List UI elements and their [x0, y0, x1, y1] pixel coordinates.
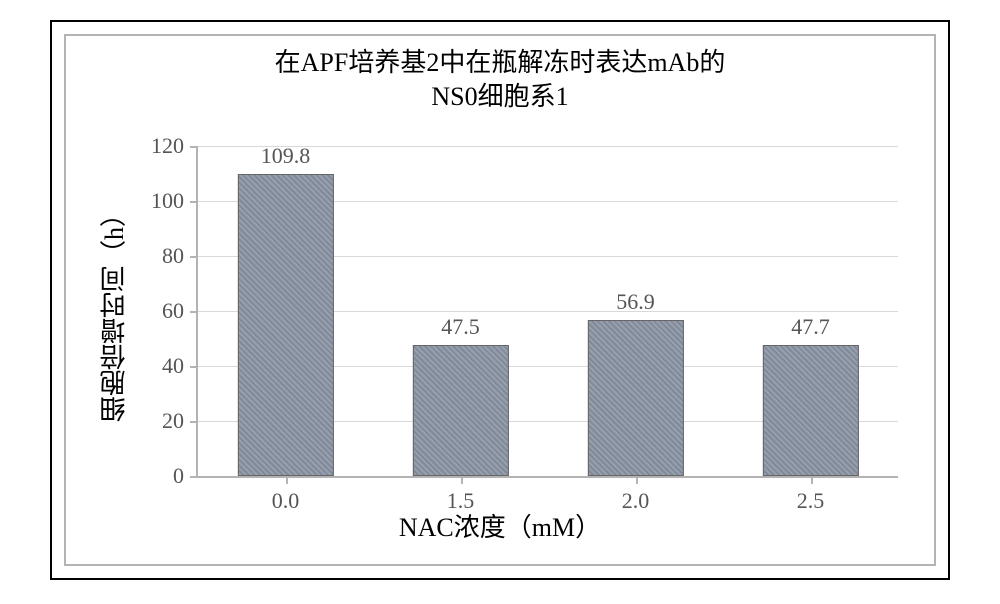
y-axis-title-text: 细胞倍增时间（h） — [96, 201, 133, 422]
y-tick — [190, 366, 198, 368]
bar: 47.5 — [412, 345, 508, 476]
x-tick — [636, 476, 638, 484]
bar: 109.8 — [237, 174, 333, 476]
y-tick — [190, 256, 198, 258]
y-tick-label: 0 — [173, 463, 184, 489]
bar-value-label: 109.8 — [261, 143, 311, 169]
y-tick-label: 40 — [162, 353, 184, 379]
x-tick — [811, 476, 813, 484]
y-tick — [190, 201, 198, 203]
y-tick — [190, 476, 198, 478]
y-tick-label: 80 — [162, 243, 184, 269]
bar-value-label: 47.7 — [791, 314, 830, 340]
bar: 47.7 — [762, 345, 858, 476]
plot-area: 0204060801001200.0109.81.547.52.056.92.5… — [196, 146, 898, 478]
chart-title-line1: 在APF培养基2中在瓶解冻时表达mAb的 — [275, 48, 726, 77]
x-tick — [461, 476, 463, 484]
y-tick-label: 100 — [151, 188, 184, 214]
y-tick — [190, 421, 198, 423]
x-axis-title-text: NAC浓度（mM） — [399, 513, 601, 542]
bar: 56.9 — [587, 320, 683, 476]
x-axis-title: NAC浓度（mM） — [66, 507, 934, 544]
bar-value-label: 56.9 — [616, 289, 655, 315]
y-tick-label: 60 — [162, 298, 184, 324]
chart-panel: 在APF培养基2中在瓶解冻时表达mAb的 NS0细胞系1 细胞倍增时间（h） 0… — [64, 34, 936, 566]
chart-title: 在APF培养基2中在瓶解冻时表达mAb的 NS0细胞系1 — [66, 46, 934, 114]
y-tick — [190, 311, 198, 313]
y-axis-title: 细胞倍增时间（h） — [94, 146, 134, 476]
outer-frame: 在APF培养基2中在瓶解冻时表达mAb的 NS0细胞系1 细胞倍增时间（h） 0… — [50, 20, 950, 580]
chart-title-line2: NS0细胞系1 — [431, 82, 568, 111]
y-tick-label: 120 — [151, 133, 184, 159]
x-tick — [286, 476, 288, 484]
y-tick — [190, 146, 198, 148]
y-tick-label: 20 — [162, 408, 184, 434]
bar-value-label: 47.5 — [441, 314, 480, 340]
